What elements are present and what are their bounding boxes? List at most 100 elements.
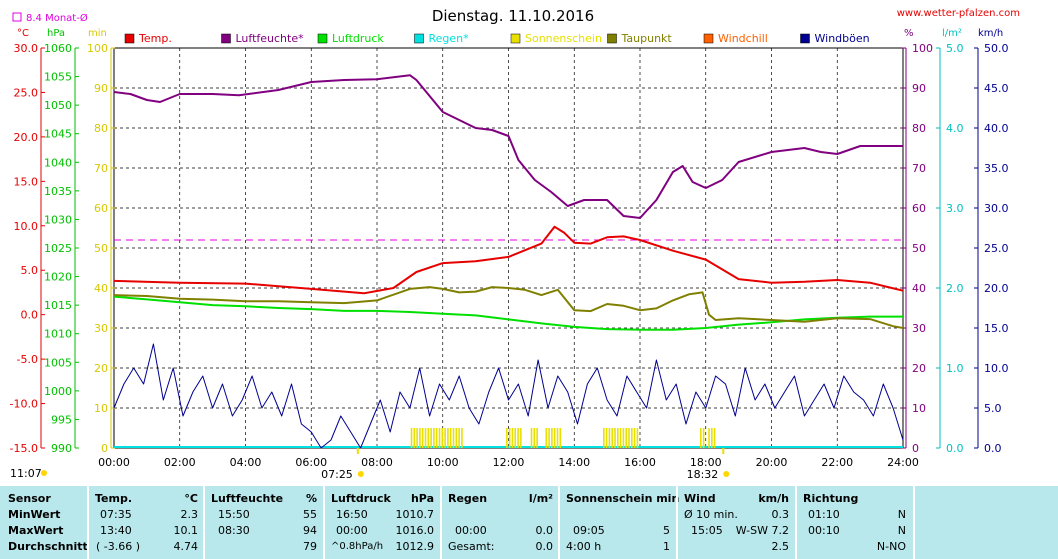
- x-tick-label: 08:00: [361, 456, 393, 469]
- series-line-windben: [113, 343, 904, 449]
- wind-axis-tick-label: 30.0: [984, 202, 1009, 215]
- rain-total-label: Gesamt:: [448, 540, 495, 553]
- rain-axis-tick-label: 1.0: [946, 362, 964, 375]
- legend-label: Regen*: [429, 32, 470, 45]
- rain-axis-tick-label: 2.0: [946, 282, 964, 295]
- legend-label: Temp.: [138, 32, 172, 45]
- wind-axis-tick-label: 35.0: [984, 162, 1009, 175]
- pressure-axis-tick-label: 990: [51, 442, 72, 455]
- header-rain-unit: l/m²: [528, 492, 553, 505]
- sun-markers: 07:25 18:32 11:07: [10, 448, 730, 481]
- wind-unit-label: km/h: [978, 28, 1003, 39]
- temp-axis-tick-label: 20.0: [14, 131, 39, 144]
- legend: Temp. Luftfeuchte* Luftdruck Regen* Sonnensc…: [124, 32, 870, 45]
- x-tick-label: 24:00: [887, 456, 919, 469]
- monthly-avg-label: 8.4 Monat-Ø: [26, 12, 88, 24]
- humidity-axis-tick-label: 10: [912, 402, 926, 415]
- humidity-max-time: 08:30: [218, 524, 250, 537]
- sunshine-max-value: 5: [663, 524, 670, 537]
- legend-label: Windböen: [815, 32, 870, 45]
- direction-avg-value: N-NO: [876, 540, 906, 553]
- legend-swatch: [703, 33, 714, 44]
- sunrise-time: 07:25: [321, 468, 353, 481]
- temp-axis-tick-label: -15.0: [10, 442, 38, 455]
- pressure-axis-tick-label: 1020: [44, 271, 72, 284]
- header-sensor: Sensor: [8, 492, 51, 505]
- header-rain: Regen: [448, 492, 488, 505]
- column-divider: [913, 486, 915, 559]
- humidity-axis-tick-label: 80: [912, 122, 926, 135]
- pressure-axis-tick-label: 1015: [44, 299, 72, 312]
- legend-swatch: [124, 33, 135, 44]
- temp-avg-note: ( -3.66 ): [96, 540, 141, 553]
- pressure-axis-tick-label: 1030: [44, 213, 72, 226]
- direction-max-value: N: [897, 524, 906, 537]
- sunshine-axis-tick-label: 30: [94, 322, 108, 335]
- row-label-max: MaxWert: [8, 524, 64, 537]
- humidity-axis-tick-label: 90: [912, 82, 926, 95]
- legend-swatch: [317, 33, 328, 44]
- x-tick-label: 00:00: [98, 456, 130, 469]
- pressure-trend: ^0.8hPa/h: [331, 541, 384, 552]
- sunshine-axis-tick-label: 90: [94, 82, 108, 95]
- x-tick-label: 06:00: [295, 456, 327, 469]
- series-line-luftfeuchte: [113, 74, 903, 219]
- x-tick-label: 12:00: [493, 456, 525, 469]
- humidity-min-value: 55: [303, 508, 317, 521]
- legend-label: Taupunkt: [621, 32, 673, 45]
- wind-axis-tick-label: 50.0: [984, 42, 1009, 55]
- sunshine-block: [700, 428, 705, 448]
- humidity-axis-tick-label: 0: [912, 442, 919, 455]
- wind-axis-tick-label: 10.0: [984, 362, 1009, 375]
- pressure-axis-tick-label: 1035: [44, 185, 72, 198]
- pressure-axis-tick-label: 1055: [44, 71, 72, 84]
- humidity-axis-tick-label: 100: [912, 42, 933, 55]
- rain-axis-tick-label: 5.0: [946, 42, 964, 55]
- sunshine-block: [708, 428, 716, 448]
- pressure-max-value: 1016.0: [395, 524, 435, 537]
- legend-label: Windchill: [718, 32, 768, 45]
- column-divider: [676, 486, 678, 559]
- humidity-max-value: 94: [303, 524, 317, 537]
- series-line-luftdruck: [113, 295, 903, 331]
- weather-chart: Dienstag. 11.10.2016 www.wetter-pfalzen.…: [9, 7, 1020, 481]
- sunshine-axis-tick-label: 40: [94, 282, 108, 295]
- pressure-axis-tick-label: 1000: [44, 385, 72, 398]
- column-divider: [795, 486, 797, 559]
- row-label-min: MinWert: [8, 508, 61, 521]
- legend-swatch: [414, 33, 424, 44]
- header-pressure-unit: hPa: [410, 492, 434, 505]
- temp-axis-tick-label: 0.0: [21, 309, 39, 322]
- day-length-sun-icon: [41, 470, 47, 476]
- stats-panel: Sensor MinWert MaxWert Durchschnitt Temp…: [0, 486, 1058, 559]
- header-sunshine: Sonnenschein min: [566, 492, 680, 505]
- column-divider: [558, 486, 560, 559]
- sunshine-block: [545, 428, 562, 448]
- plot-area: [113, 74, 904, 449]
- sunshine-block: [410, 428, 463, 448]
- x-tick-label: 22:00: [821, 456, 853, 469]
- temp-axis-tick-label: 25.0: [14, 86, 39, 99]
- legend-label: Luftdruck: [332, 32, 384, 45]
- humidity-axis-tick-label: 70: [912, 162, 926, 175]
- legend-swatch: [510, 33, 521, 44]
- x-tick-label: 18:00: [690, 456, 722, 469]
- header-pressure: Luftdruck: [331, 492, 391, 505]
- legend-label: Sonnenschein: [525, 32, 602, 45]
- sunshine-block: [506, 428, 522, 448]
- temp-axis-tick-label: 15.0: [14, 175, 39, 188]
- header-temp-unit: °C: [184, 492, 198, 505]
- series-line-temp: [113, 225, 904, 295]
- column-divider: [440, 486, 442, 559]
- temp-min-time: 07:35: [100, 508, 132, 521]
- x-tick-label: 02:00: [164, 456, 196, 469]
- pressure-axis-tick-label: 1005: [44, 356, 72, 369]
- humidity-unit-label: %: [904, 28, 914, 39]
- x-tick-label: 14:00: [558, 456, 590, 469]
- wind-axis-tick-label: 20.0: [984, 282, 1009, 295]
- temp-max-value: 10.1: [173, 524, 199, 537]
- temp-axis-tick-label: -10.0: [10, 398, 38, 411]
- rain-unit-label: l/m²: [942, 28, 962, 39]
- wind-axis-tick-label: 15.0: [984, 322, 1009, 335]
- rain-max-time: 00:00: [455, 524, 487, 537]
